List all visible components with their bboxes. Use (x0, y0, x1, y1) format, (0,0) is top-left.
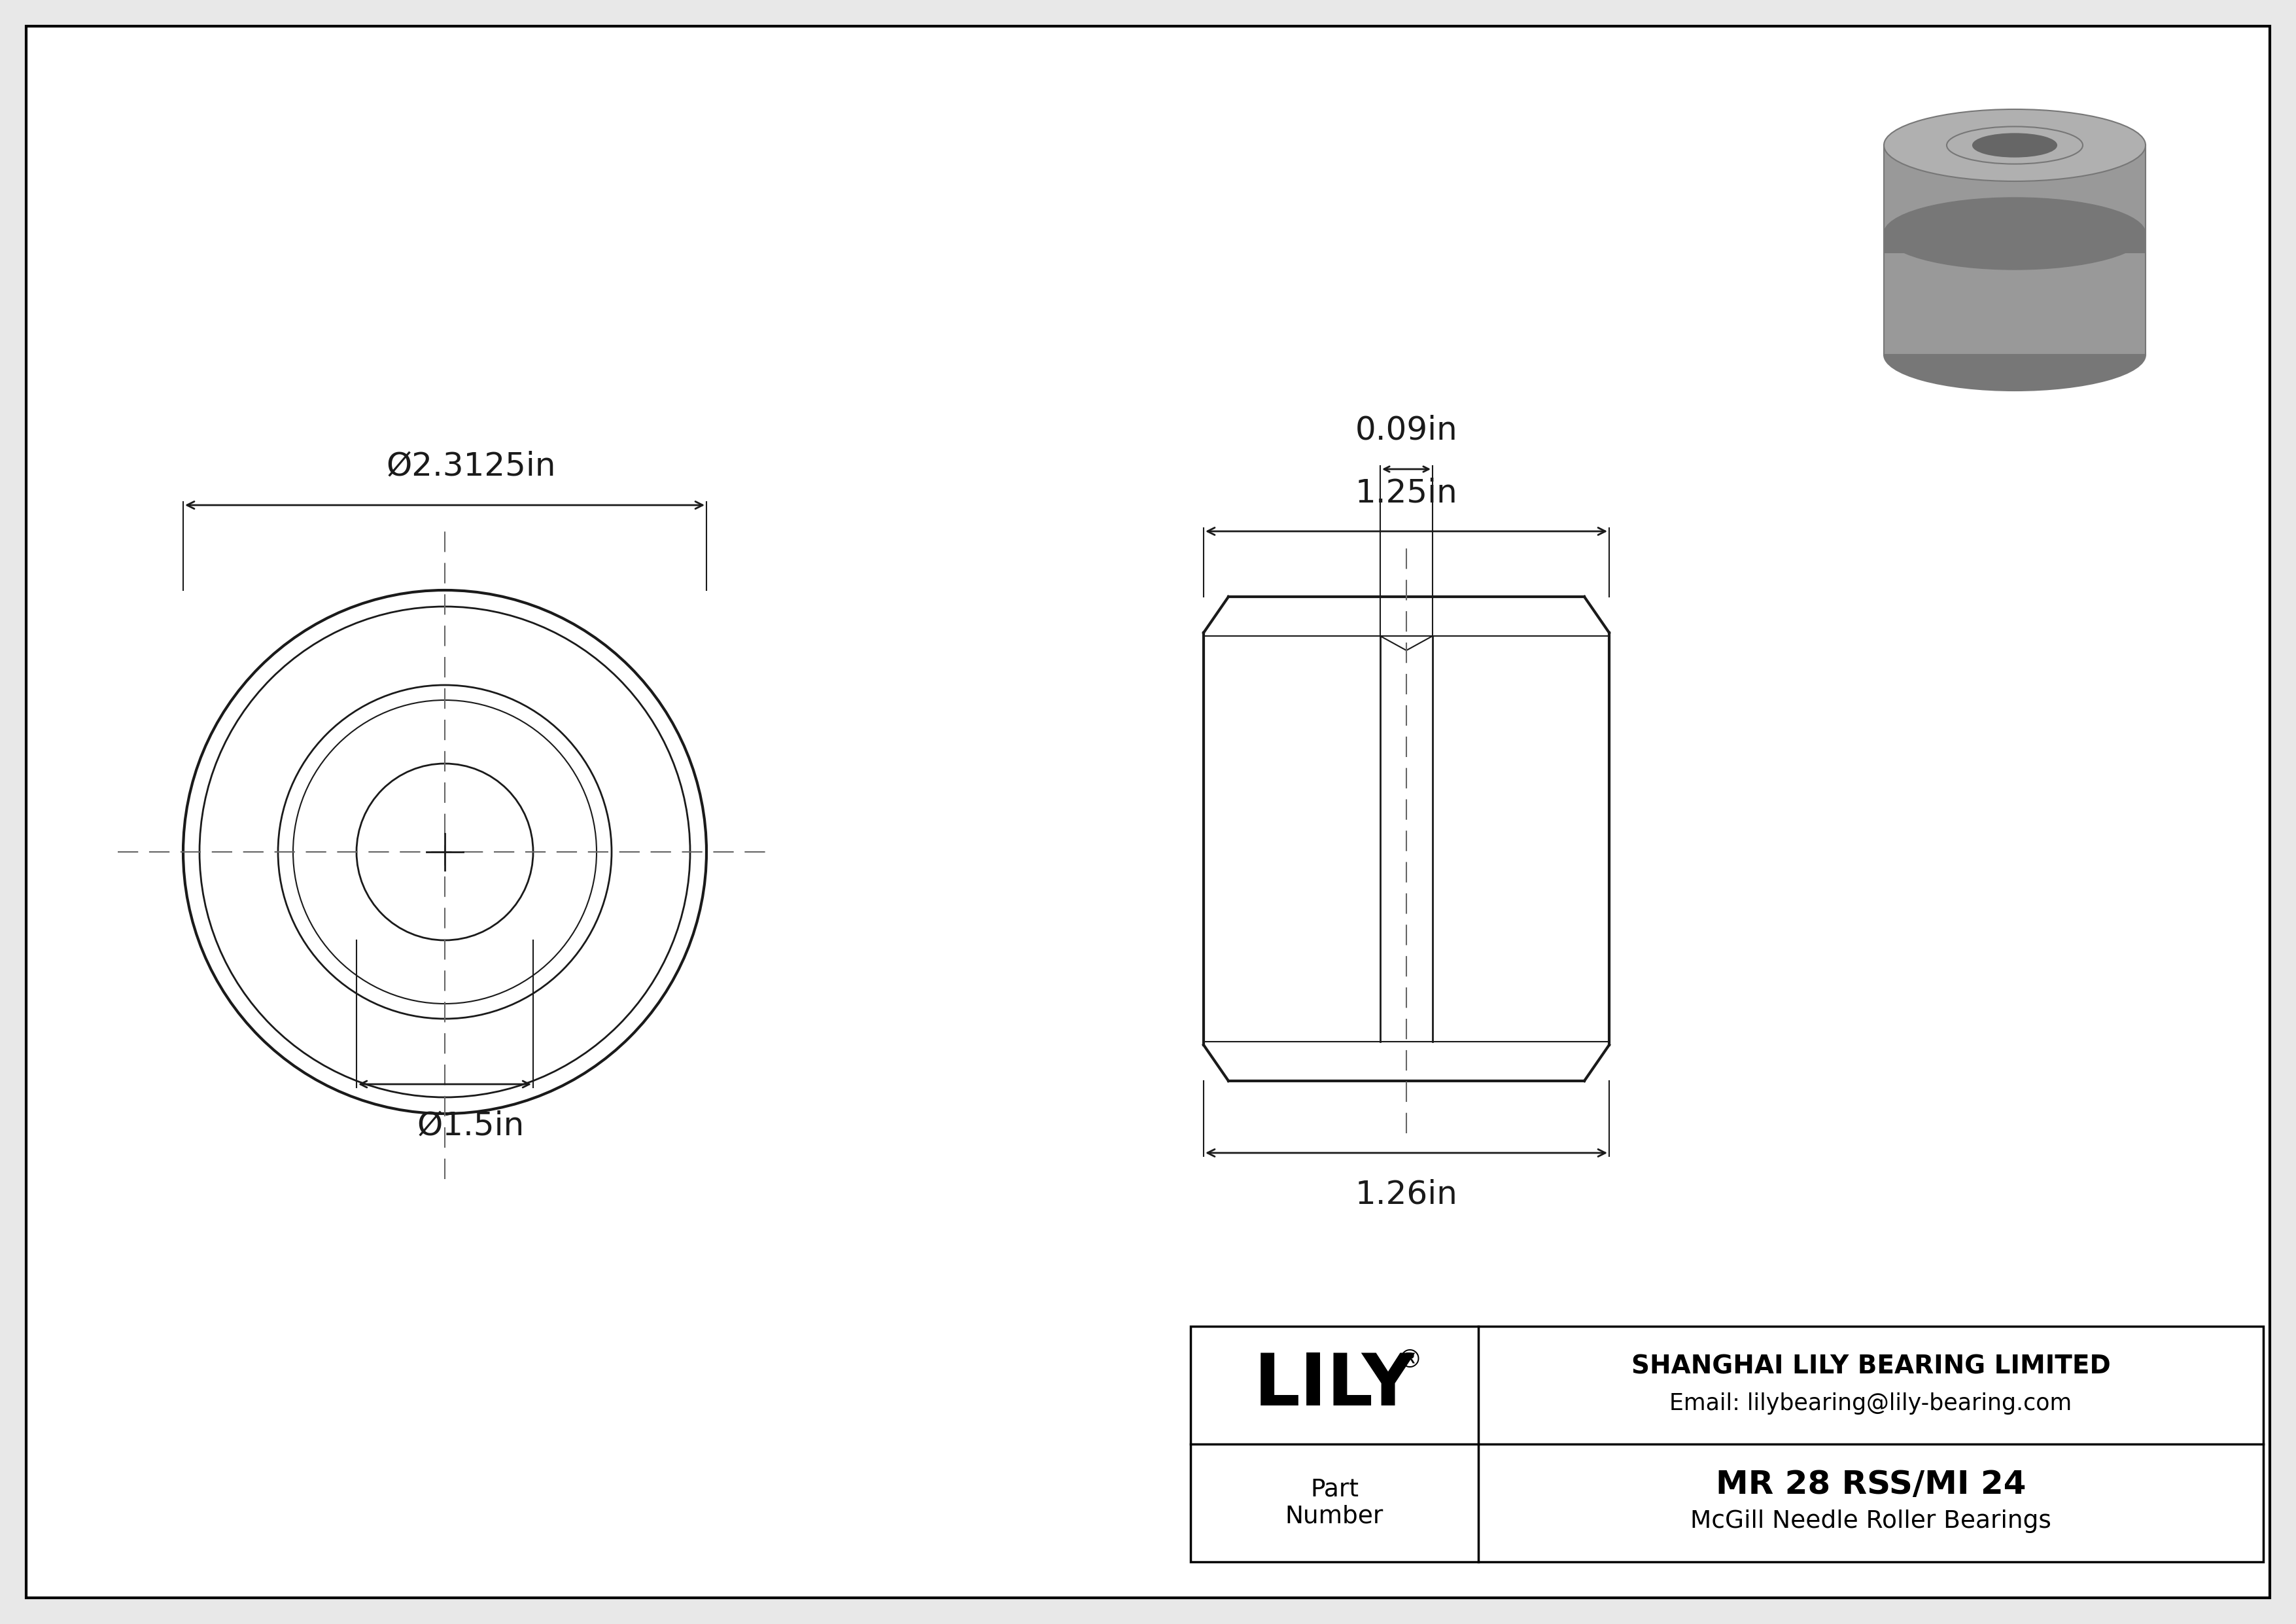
Text: Email: lilybearing@lily-bearing.com: Email: lilybearing@lily-bearing.com (1669, 1392, 2071, 1415)
Ellipse shape (1885, 198, 2144, 270)
Text: Ø2.3125in: Ø2.3125in (386, 451, 556, 482)
Text: SHANGHAI LILY BEARING LIMITED: SHANGHAI LILY BEARING LIMITED (1630, 1354, 2110, 1379)
Bar (1885, 145, 2144, 354)
Text: 1.25in: 1.25in (1355, 477, 1458, 508)
Ellipse shape (1885, 318, 2144, 391)
Text: 1.26in: 1.26in (1355, 1179, 1458, 1210)
Ellipse shape (1885, 109, 2144, 182)
Text: 0.09in: 0.09in (1355, 414, 1458, 447)
Bar (1192, 1327, 2264, 1562)
Text: MR 28 RSS/MI 24: MR 28 RSS/MI 24 (1715, 1470, 2025, 1501)
Text: ®: ® (1396, 1348, 1421, 1372)
Text: LILY: LILY (1254, 1350, 1414, 1419)
Text: McGill Needle Roller Bearings: McGill Needle Roller Bearings (1690, 1509, 2050, 1533)
Ellipse shape (1972, 133, 2057, 158)
Bar (1885, 234, 2144, 253)
Text: Ø1.5in: Ø1.5in (418, 1111, 526, 1142)
Text: Part
Number: Part Number (1286, 1478, 1384, 1528)
